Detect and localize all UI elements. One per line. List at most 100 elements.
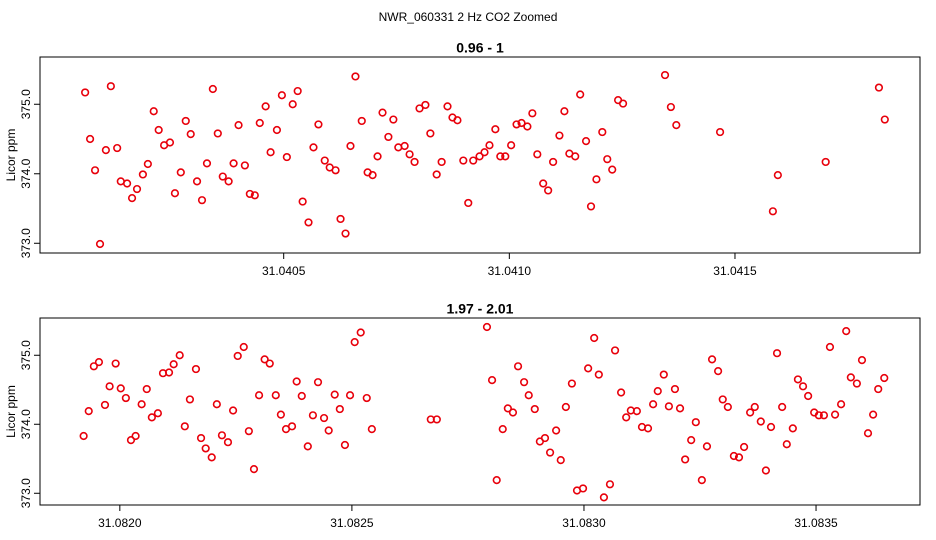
point: [330, 390, 339, 399]
point: [229, 159, 238, 168]
point: [715, 127, 725, 137]
point: [192, 177, 202, 186]
point: [540, 433, 550, 443]
point: [734, 453, 744, 462]
point: [415, 104, 424, 113]
point: [368, 171, 377, 180]
point: [492, 476, 501, 485]
point: [90, 166, 100, 175]
point: [197, 196, 207, 205]
point: [336, 214, 345, 224]
point: [869, 410, 878, 419]
point: [113, 143, 122, 153]
point: [350, 338, 359, 347]
point: [581, 136, 591, 146]
point: [362, 393, 371, 403]
point: [432, 170, 441, 179]
point: [437, 157, 446, 167]
point: [81, 88, 90, 97]
point: [138, 170, 147, 179]
point: [181, 116, 190, 126]
point: [320, 156, 329, 165]
point: [164, 368, 174, 377]
point: [244, 427, 253, 436]
point: [142, 384, 151, 394]
point: [702, 442, 712, 451]
page-title: NWR_060331 2 Hz CO2 Zoomed: [379, 10, 558, 24]
point: [106, 82, 115, 91]
point: [131, 431, 140, 441]
point: [560, 107, 569, 116]
point: [603, 155, 612, 164]
point: [345, 391, 355, 400]
point: [544, 186, 553, 195]
point: [714, 367, 723, 376]
point: [175, 351, 184, 360]
point: [512, 120, 521, 129]
point: [266, 148, 275, 157]
point: [249, 465, 259, 474]
point: [616, 388, 626, 397]
point: [723, 402, 732, 412]
point: [357, 116, 366, 126]
point: [852, 379, 861, 388]
point: [308, 411, 318, 420]
point: [552, 426, 561, 435]
point: [378, 108, 387, 117]
point: [539, 179, 548, 188]
point: [819, 411, 829, 420]
point: [592, 175, 601, 184]
point: [303, 442, 312, 451]
point: [567, 379, 576, 388]
point: [672, 121, 681, 130]
point: [217, 431, 227, 440]
point: [276, 410, 285, 419]
point: [147, 413, 156, 422]
point: [116, 384, 125, 393]
point: [324, 426, 333, 435]
point: [304, 218, 313, 227]
point: [555, 131, 564, 140]
point: [469, 156, 478, 165]
point: [622, 413, 631, 422]
point: [191, 364, 201, 374]
point: [545, 448, 555, 457]
point: [691, 418, 700, 427]
point: [351, 72, 360, 81]
y-axis-label: Licor ppm: [4, 129, 18, 182]
point: [287, 422, 297, 431]
point: [649, 400, 658, 409]
point: [356, 328, 365, 337]
point: [880, 373, 889, 383]
point: [85, 134, 95, 144]
y-tick-label: 375.0: [19, 89, 33, 119]
point: [773, 171, 782, 180]
point: [772, 349, 782, 358]
point: [331, 166, 340, 175]
point: [519, 378, 529, 387]
point: [576, 90, 585, 99]
point: [277, 91, 286, 100]
point: [453, 116, 462, 125]
point: [660, 70, 670, 80]
point: [482, 322, 492, 332]
point: [590, 333, 599, 343]
point: [880, 115, 889, 124]
y-axis-label: Licor ppm: [4, 385, 18, 438]
point: [608, 165, 617, 174]
y-tick-label: 375.0: [19, 340, 33, 370]
point: [105, 382, 114, 391]
point: [340, 440, 350, 450]
point: [335, 404, 344, 414]
point: [874, 83, 884, 92]
point: [426, 129, 435, 138]
point: [508, 408, 518, 417]
x-tick-label: 31.0835: [794, 516, 838, 530]
point: [443, 102, 452, 111]
point: [750, 402, 759, 412]
point: [127, 193, 137, 203]
point: [729, 451, 738, 461]
point: [84, 407, 93, 416]
point: [491, 125, 500, 134]
